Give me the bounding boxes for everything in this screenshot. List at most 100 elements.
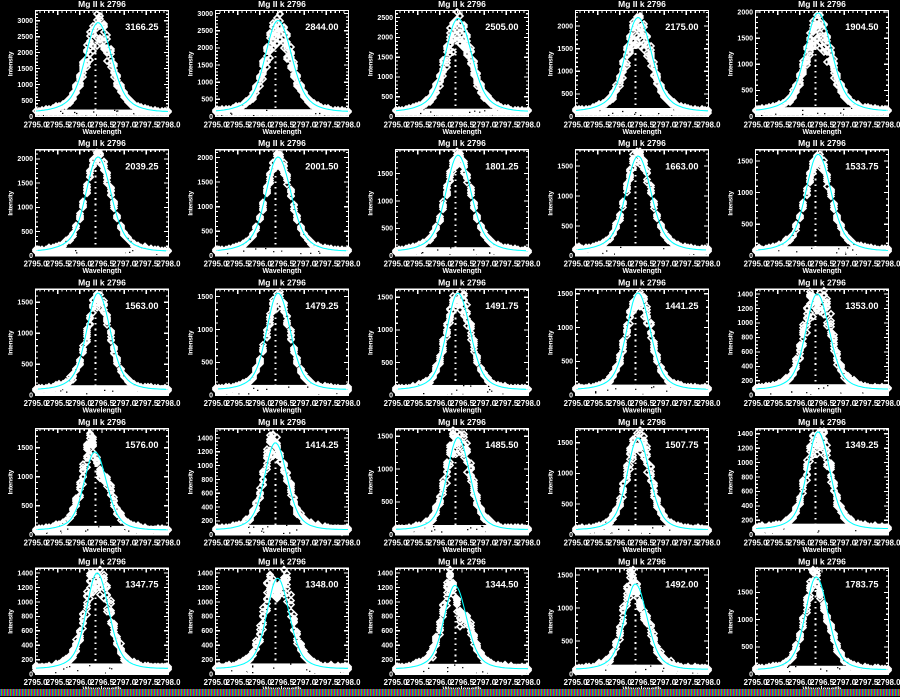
svg-text:2797.5: 2797.5 [134,120,159,129]
svg-text:1485.50: 1485.50 [485,440,518,450]
svg-text:1200: 1200 [17,585,33,592]
svg-text:2795.0: 2795.0 [384,120,409,129]
svg-text:1000: 1000 [377,74,393,81]
svg-text:0: 0 [749,671,753,678]
svg-text:2795.0: 2795.0 [744,399,769,408]
svg-text:Intensity: Intensity [188,609,195,634]
svg-text:2500: 2500 [197,28,213,35]
svg-text:1500: 1500 [17,66,33,73]
svg-text:2500: 2500 [17,34,33,41]
svg-text:2797.5: 2797.5 [314,120,339,129]
svg-text:2797.5: 2797.5 [314,539,339,548]
svg-text:Mg II k 2796: Mg II k 2796 [618,0,666,9]
svg-text:Intensity: Intensity [548,191,555,216]
svg-text:2796.5: 2796.5 [810,539,835,548]
svg-text:2795.0: 2795.0 [744,678,769,687]
svg-text:1000: 1000 [197,204,213,211]
svg-text:2796.5: 2796.5 [90,399,115,408]
svg-text:2796.5: 2796.5 [270,260,295,269]
svg-text:2795.5: 2795.5 [46,539,71,548]
svg-text:1348.00: 1348.00 [305,580,338,590]
svg-text:2795.5: 2795.5 [226,678,251,687]
svg-text:2796.0: 2796.0 [68,260,93,269]
svg-text:2795.5: 2795.5 [406,120,431,129]
svg-text:500: 500 [381,94,393,101]
svg-text:0: 0 [569,671,573,678]
svg-text:200: 200 [21,657,33,664]
svg-text:3166.25: 3166.25 [125,22,158,32]
svg-text:2795.5: 2795.5 [46,678,71,687]
svg-text:Intensity: Intensity [188,191,195,216]
svg-text:1400: 1400 [197,570,213,577]
svg-text:2798.0: 2798.0 [517,678,542,687]
svg-text:600: 600 [201,628,213,635]
svg-text:1400: 1400 [377,570,393,577]
svg-text:2796.5: 2796.5 [630,539,655,548]
svg-text:1479.25: 1479.25 [305,301,338,311]
svg-text:1200: 1200 [197,449,213,456]
svg-text:1400: 1400 [737,291,753,298]
svg-text:Mg II k 2796: Mg II k 2796 [258,278,306,288]
svg-text:Intensity: Intensity [8,191,15,216]
svg-text:1400: 1400 [17,570,33,577]
svg-text:2000: 2000 [377,35,393,42]
svg-text:0: 0 [389,393,393,400]
svg-text:600: 600 [741,349,753,356]
svg-text:2796.5: 2796.5 [90,539,115,548]
svg-text:2000: 2000 [197,45,213,52]
svg-text:2796.5: 2796.5 [450,678,475,687]
svg-text:0: 0 [29,114,33,121]
svg-text:2797.5: 2797.5 [674,399,699,408]
svg-text:2175.00: 2175.00 [665,22,698,32]
svg-text:200: 200 [381,657,393,664]
svg-text:2795.0: 2795.0 [204,260,229,269]
svg-text:0: 0 [209,114,213,121]
svg-text:2797.0: 2797.0 [112,120,137,129]
svg-text:2795.0: 2795.0 [564,120,589,129]
svg-text:1500: 1500 [737,158,753,165]
svg-text:2798.0: 2798.0 [697,260,722,269]
svg-text:2000: 2000 [737,9,753,16]
svg-text:2795.5: 2795.5 [766,539,791,548]
svg-text:1500: 1500 [17,300,33,307]
svg-text:Wavelength: Wavelength [802,408,841,415]
svg-text:Wavelength: Wavelength [802,268,841,275]
svg-text:2795.5: 2795.5 [586,260,611,269]
svg-text:1000: 1000 [377,198,393,205]
svg-text:1000: 1000 [197,463,213,470]
svg-text:2797.0: 2797.0 [292,120,317,129]
svg-text:2796.5: 2796.5 [810,399,835,408]
svg-text:1000: 1000 [17,474,33,481]
svg-text:1500: 1500 [737,36,753,43]
svg-text:1500: 1500 [197,62,213,69]
svg-text:800: 800 [201,614,213,621]
svg-text:2798.0: 2798.0 [517,260,542,269]
svg-text:1000: 1000 [557,605,573,612]
svg-text:1414.25: 1414.25 [305,440,338,450]
svg-text:Wavelength: Wavelength [82,268,121,275]
svg-text:Mg II k 2796: Mg II k 2796 [798,417,846,427]
svg-text:2000: 2000 [557,23,573,30]
svg-text:2796.0: 2796.0 [428,399,453,408]
svg-text:2796.5: 2796.5 [810,678,835,687]
svg-text:2795.5: 2795.5 [406,539,431,548]
svg-text:2796.0: 2796.0 [788,399,813,408]
svg-text:0: 0 [569,253,573,260]
svg-text:0: 0 [29,671,33,678]
svg-text:2796.0: 2796.0 [68,678,93,687]
svg-text:2795.5: 2795.5 [586,539,611,548]
svg-text:2797.5: 2797.5 [854,120,879,129]
svg-text:2797.0: 2797.0 [652,399,677,408]
svg-text:2796.0: 2796.0 [248,399,273,408]
svg-text:2795.5: 2795.5 [46,260,71,269]
svg-text:2797.0: 2797.0 [832,678,857,687]
svg-text:1500: 1500 [377,55,393,62]
svg-text:1491.75: 1491.75 [485,301,518,311]
svg-text:500: 500 [21,229,33,236]
svg-text:2797.5: 2797.5 [494,260,519,269]
svg-text:0: 0 [389,253,393,260]
svg-text:2798.0: 2798.0 [337,120,362,129]
svg-text:2798.0: 2798.0 [697,539,722,548]
svg-text:2798.0: 2798.0 [697,120,722,129]
svg-text:2797.0: 2797.0 [292,260,317,269]
